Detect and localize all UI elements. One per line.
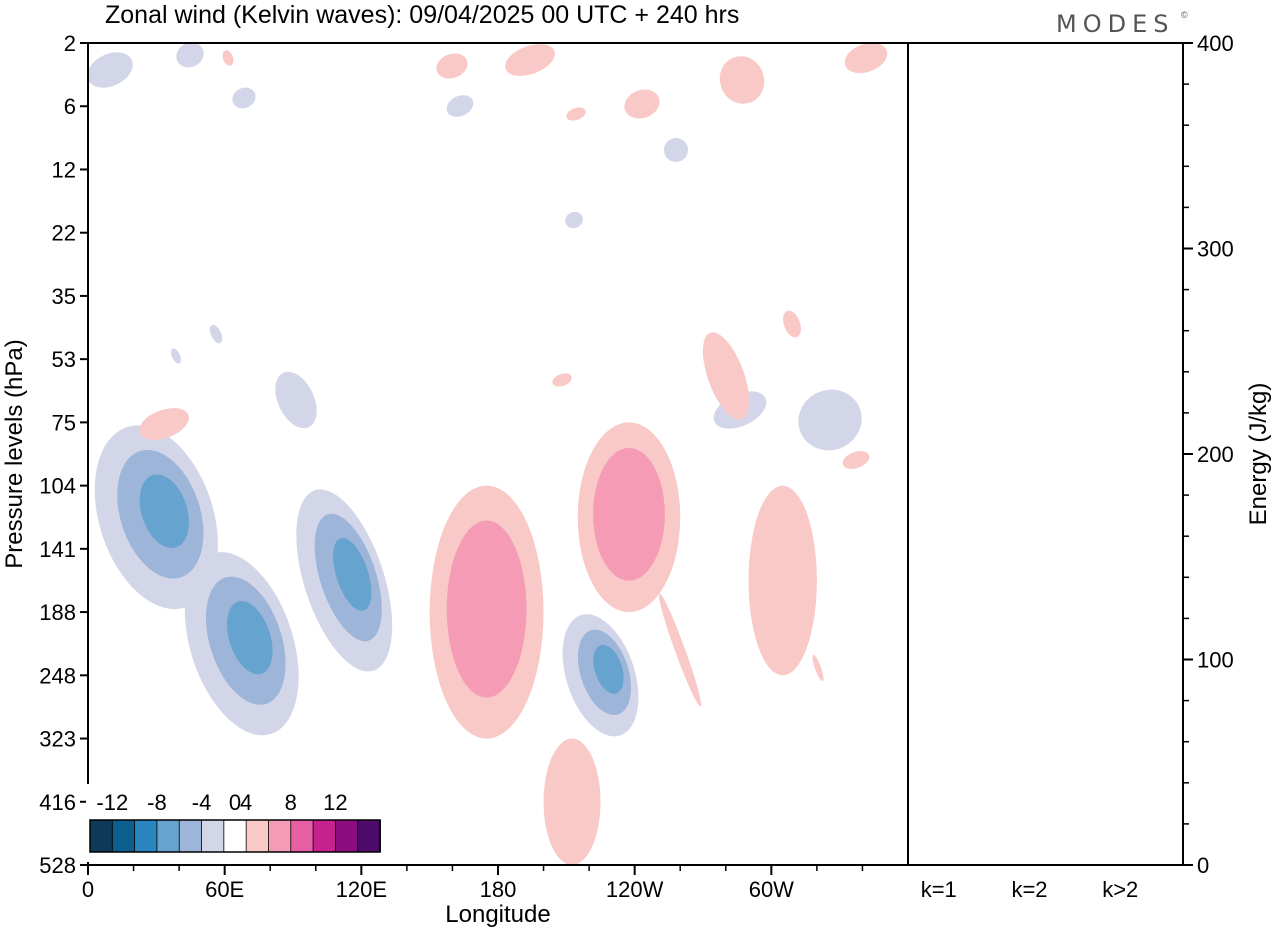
- colorbar-label: 0: [229, 790, 241, 815]
- colorbar-outline: [89, 819, 381, 853]
- y-tick-label: 528: [39, 853, 76, 878]
- brand-logo-text: MODES: [1056, 10, 1174, 38]
- energy-bar: [1007, 864, 1052, 866]
- upper-level-patch: [624, 89, 660, 119]
- x-tick-label: 0: [82, 877, 94, 902]
- y-tick-label: 323: [39, 727, 76, 752]
- upper-level-patch: [209, 324, 223, 344]
- upper-level-patch: [88, 52, 133, 88]
- main-plot-frame: [87, 42, 909, 866]
- upper-level-patch: [552, 373, 572, 387]
- y-axis-title: Pressure levels (hPa): [1, 339, 28, 568]
- upper-level-patch: [812, 654, 824, 682]
- y-tick-label: 75: [52, 410, 76, 435]
- colorbar-label: -4: [192, 790, 212, 815]
- colorbar-swatch: [134, 819, 158, 853]
- colorbar-label: -12: [96, 790, 128, 815]
- upper-level-patch: [844, 43, 888, 74]
- upper-level-patch: [702, 332, 750, 420]
- energy-category-label: k=1: [921, 877, 957, 902]
- contour-region: [593, 447, 665, 581]
- upper-level-patch: [658, 593, 702, 707]
- colorbar-swatch: [201, 819, 225, 853]
- energy-tick-label: 0: [1197, 853, 1209, 878]
- chart-title: Zonal wind (Kelvin waves): 09/04/2025 00…: [105, 1, 739, 29]
- colorbar-label: -8: [147, 790, 167, 815]
- upper-level-patch: [566, 107, 586, 121]
- y-tick-label: 141: [39, 537, 76, 562]
- energy-panel-frame: [907, 42, 1184, 866]
- energy-tick-label: 200: [1197, 442, 1234, 467]
- colorbar-label: 4: [240, 790, 252, 815]
- colorbar-swatch: [89, 819, 114, 853]
- energy-tick-label: 300: [1197, 237, 1234, 262]
- y-tick-label: 6: [64, 94, 76, 119]
- x-tick-label: 120W: [606, 877, 664, 902]
- y-tick-label: 416: [39, 790, 76, 815]
- energy-bars: k=1 k=2 k>2: [916, 864, 1143, 902]
- colorbar-label: 12: [323, 790, 347, 815]
- energy-axis-title: Energy (J/kg): [1245, 383, 1272, 526]
- upper-level-patch: [232, 87, 256, 109]
- upper-level-patch: [505, 44, 555, 76]
- colorbar-swatch: [357, 819, 381, 853]
- colorbar-swatch: [223, 819, 248, 853]
- x-tick-label: 60E: [205, 877, 244, 902]
- upper-level-patch: [139, 408, 189, 440]
- y-tick-label: 248: [39, 663, 76, 688]
- y-tick-label: 22: [52, 221, 76, 246]
- upper-level-patch: [565, 211, 583, 229]
- upper-level-patch: [275, 371, 317, 429]
- contour-region: [543, 738, 601, 865]
- contour-region: [333, 538, 372, 611]
- wind-contours: [88, 43, 888, 865]
- upper-level-patch: [719, 56, 765, 104]
- energy-bar: [1098, 864, 1143, 866]
- contour-region: [446, 520, 527, 698]
- colorbar-swatch: [312, 819, 337, 853]
- upper-level-patch: [222, 50, 234, 66]
- upper-level-patch: [798, 389, 862, 451]
- colorbar-swatch: [268, 819, 292, 853]
- y-tick-label: 53: [52, 347, 76, 372]
- colorbar-swatch: [245, 819, 270, 853]
- energy-tick-label: 100: [1197, 648, 1234, 673]
- longitude-axis: 0 60E 120E 180 120W 60W: [82, 865, 864, 902]
- upper-level-patch: [176, 43, 204, 68]
- pressure-axis: 2 6 12 22 35 53 75 104 141 188 248 323 416 528: [39, 31, 88, 878]
- contour-region: [139, 474, 189, 548]
- upper-level-patch: [783, 310, 801, 338]
- colorbar-swatch: [334, 819, 359, 853]
- x-axis-title: Longitude: [445, 901, 550, 928]
- colorbar-legend: -12 -8 -4 04 8 12: [86, 784, 384, 862]
- x-tick-label: 60W: [749, 877, 794, 902]
- brand-mark: ©: [1181, 10, 1188, 20]
- colorbar-swatch: [111, 819, 136, 853]
- contour-region: [748, 485, 817, 676]
- y-tick-label: 188: [39, 600, 76, 625]
- contour-region: [593, 644, 624, 694]
- upper-level-patch: [664, 138, 688, 162]
- y-tick-label: 35: [52, 284, 76, 309]
- y-tick-label: 104: [39, 474, 76, 499]
- y-tick-label: 2: [64, 31, 76, 56]
- upper-level-patch: [436, 53, 468, 79]
- energy-category-label: k>2: [1102, 877, 1138, 902]
- upper-level-patch: [446, 95, 474, 117]
- energy-axis: 0 100 200 300 400: [1183, 31, 1234, 878]
- x-tick-label: 120E: [336, 877, 387, 902]
- upper-level-patch: [171, 348, 181, 364]
- upper-level-patch: [842, 451, 870, 469]
- x-tick-label: 180: [480, 877, 517, 902]
- colorbar-swatch: [178, 819, 203, 853]
- colorbar-swatch: [156, 819, 181, 853]
- y-tick-label: 12: [52, 157, 76, 182]
- contour-region: [226, 601, 273, 675]
- colorbar-label: 8: [285, 790, 297, 815]
- energy-category-label: k=2: [1011, 877, 1047, 902]
- colorbar-swatch: [290, 819, 314, 853]
- energy-tick-label: 400: [1197, 31, 1234, 56]
- energy-bar: [916, 864, 961, 866]
